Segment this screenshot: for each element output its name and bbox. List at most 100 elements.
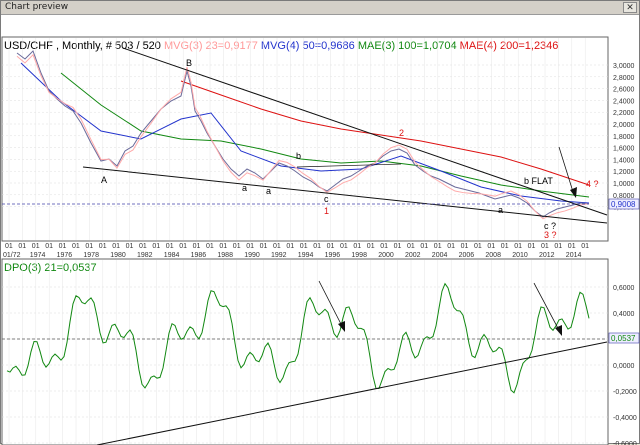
year-tick-label: 1984 <box>164 252 180 259</box>
month-tick-label: 01 <box>126 243 134 250</box>
label-c2: c ? <box>544 221 556 231</box>
price-tick-label: 2,8000 <box>613 75 635 82</box>
month-tick-label: 01 <box>85 243 93 250</box>
dpo-arrow1-head-icon <box>338 321 345 332</box>
year-tick-label: 1982 <box>137 252 153 259</box>
month-tick-label: 01 <box>313 243 321 250</box>
month-tick-label: 01 <box>5 243 13 250</box>
month-tick-label: 01 <box>554 243 562 250</box>
year-tick-label: 1988 <box>217 252 233 259</box>
price-y-axis: 3,0000 2,8000 2,6000 2,4000 2,2000 2,0000 1,80… <box>613 63 635 212</box>
year-tick-label: 2002 <box>405 252 421 259</box>
label-a2: a <box>242 183 247 193</box>
price-tick-label: 3,0000 <box>613 63 635 70</box>
month-tick-label: 01 <box>568 243 576 250</box>
price-tick-label: 1,2000 <box>613 169 635 176</box>
label-A: A <box>101 175 107 185</box>
label-a3: a <box>498 205 503 215</box>
month-tick-label: 01 <box>219 243 227 250</box>
label-b: b <box>296 151 301 161</box>
month-tick-label: 01 <box>420 243 428 250</box>
header-segment-3: MAE(3) 100=1,0704 <box>355 40 457 52</box>
month-tick-label: 01 <box>528 243 536 250</box>
window-title: Chart preview <box>5 2 69 12</box>
month-tick-label: 01 <box>112 243 120 250</box>
label-c1: c <box>324 194 329 204</box>
mvg23-line <box>16 53 590 220</box>
dpo-current-box <box>608 332 640 344</box>
month-tick-label: 01 <box>447 243 455 250</box>
price-panel-header: USD/CHF , Monthly, # 503 / 520 MVG(3) 23… <box>4 40 558 52</box>
year-tick-label: 2014 <box>566 252 582 259</box>
month-tick-label: 01 <box>501 243 509 250</box>
month-tick-label: 01 <box>394 243 402 250</box>
year-tick-label: 2012 <box>539 252 555 259</box>
month-tick-label: 01 <box>32 243 40 250</box>
header-segment-2: MVG(4) 50=0,9686 <box>258 40 355 52</box>
month-tick-label: 01 <box>461 243 469 250</box>
year-tick-label: 1980 <box>110 252 126 259</box>
label-2: 2 <box>399 128 404 138</box>
close-button[interactable]: ✕ <box>623 2 637 13</box>
year-tick-label: 1990 <box>244 252 260 259</box>
month-tick-label: 01 <box>152 243 160 250</box>
dpo-series <box>6 282 590 394</box>
dpo-current-value: 0,0537 <box>611 334 636 343</box>
mvg50-line <box>20 62 590 204</box>
month-tick-label: 01 <box>300 243 308 250</box>
month-tick-label: 01 <box>139 243 147 250</box>
year-tick-label: 2010 <box>512 252 528 259</box>
dpo-tick-label: 0,4000 <box>613 311 635 318</box>
month-tick-label: 01 <box>581 243 589 250</box>
label-a1: a <box>266 186 271 196</box>
month-tick-label: 01 <box>487 243 495 250</box>
price-grid <box>2 38 608 240</box>
month-tick-label: 01 <box>407 243 415 250</box>
wave-annotations: A B b a a c 1 2 b FLAT 4 ? a c ? 3 ? <box>101 58 599 240</box>
month-tick-label: 01 <box>380 243 388 250</box>
title-bar: Chart preview ✕ <box>1 1 639 15</box>
month-tick-label: 01 <box>246 243 254 250</box>
price-tick-label: 0,8000 <box>613 193 635 200</box>
year-tick-label: 1992 <box>271 252 287 259</box>
label-bflat: b FLAT <box>524 176 553 186</box>
year-tick-label: 2008 <box>485 252 501 259</box>
time-axis: 01 01 01 01 01 01 01 01 01 01 01 01 01 01 01 01 01 01 01 01… <box>3 243 589 259</box>
month-tick-label: 01 <box>327 243 335 250</box>
dpo-arrow2-shaft <box>533 282 561 333</box>
year-tick-label: 1986 <box>191 252 207 259</box>
header-segment-1: MVG(3) 23=0,9177 <box>161 40 258 52</box>
month-tick-label: 01 <box>18 243 26 250</box>
price-current-box <box>608 198 640 210</box>
upper-resistance-line <box>122 47 608 216</box>
year-tick-label: 2006 <box>459 252 475 259</box>
dpo-tick-label: -0,6000 <box>613 441 637 445</box>
header-segment-0: USD/CHF , Monthly, # 503 / 520 <box>4 40 161 52</box>
price-tick-label: 2,0000 <box>613 122 635 129</box>
month-tick-label: 01 <box>353 243 361 250</box>
month-tick-label: 01 <box>340 243 348 250</box>
month-tick-label: 01 <box>367 243 375 250</box>
month-tick-label: 01 <box>206 243 214 250</box>
dpo-arrow2-head-icon <box>555 325 562 336</box>
month-tick-label: 01 <box>260 243 268 250</box>
year-tick-label: 1976 <box>57 252 73 259</box>
label-4: 4 ? <box>586 179 599 189</box>
mae100-line <box>60 72 590 198</box>
price-tick-label: 2,6000 <box>613 87 635 94</box>
label-3: 3 ? <box>544 230 557 240</box>
month-tick-label: 01 <box>434 243 442 250</box>
dpo-tick-label: 0,0000 <box>613 363 635 370</box>
month-tick-label: 01 <box>474 243 482 250</box>
month-tick-label: 01 <box>286 243 294 250</box>
header-segment-4: MAE(4) 200=1,2346 <box>457 40 559 52</box>
month-tick-label: 01 <box>179 243 187 250</box>
price-tick-label: 1,0000 <box>613 181 635 188</box>
month-tick-label: 01 <box>233 243 241 250</box>
svg-text:USD/CHF , Monthly, # 503 / 520: USD/CHF , Monthly, # 503 / 520 MVG(3) 23… <box>4 40 558 52</box>
year-tick-label: 2004 <box>432 252 448 259</box>
dpo-legend: DPO(3) 21=0,0537 <box>4 262 97 274</box>
month-tick-label: 01 <box>45 243 53 250</box>
